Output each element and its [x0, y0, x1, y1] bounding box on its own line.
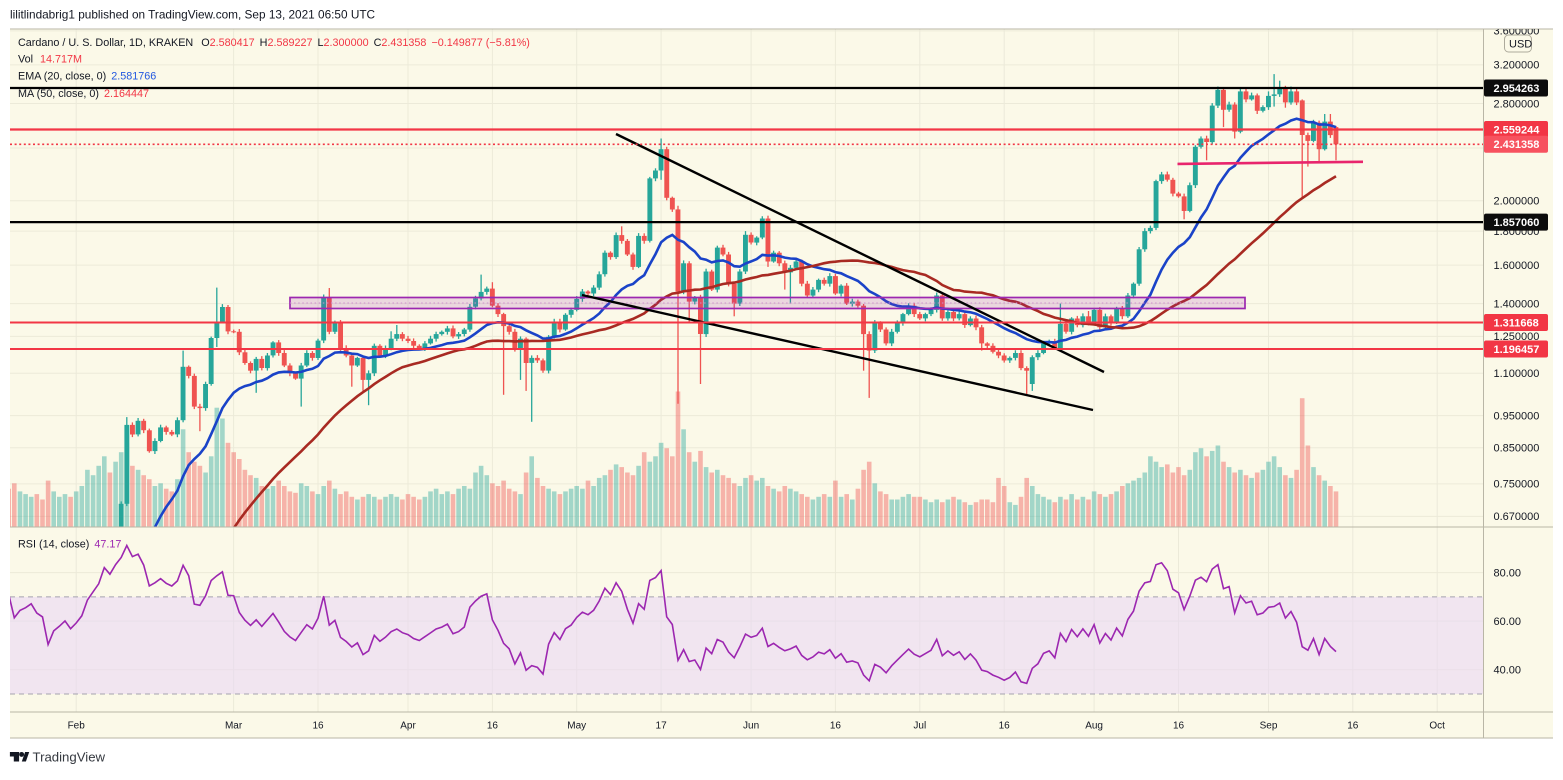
svg-text:2.559244: 2.559244	[1494, 124, 1541, 136]
svg-text:2.954263: 2.954263	[1494, 83, 1540, 95]
svg-text:EMA (20, close, 0) 2.581766: EMA (20, close, 0) 2.581766	[18, 71, 156, 83]
svg-text:Aug: Aug	[1085, 721, 1103, 732]
svg-text:TradingView: TradingView	[33, 750, 106, 765]
svg-text:3.600000: 3.600000	[1494, 26, 1540, 38]
svg-text:Jul: Jul	[913, 721, 926, 732]
svg-text:May: May	[567, 721, 586, 732]
svg-text:1.400000: 1.400000	[1494, 298, 1540, 310]
svg-text:0.750000: 0.750000	[1494, 479, 1540, 491]
svg-text:0.670000: 0.670000	[1494, 511, 1540, 523]
svg-text:0.850000: 0.850000	[1494, 443, 1540, 455]
svg-text:Oct: Oct	[1429, 721, 1445, 732]
svg-text:RSI (14, close) 47.17: RSI (14, close) 47.17	[18, 539, 121, 551]
svg-text:Feb: Feb	[68, 721, 86, 732]
svg-text:16: 16	[830, 721, 842, 732]
svg-text:Jun: Jun	[743, 721, 759, 732]
svg-text:1.600000: 1.600000	[1494, 260, 1540, 272]
svg-text:1.100000: 1.100000	[1494, 368, 1540, 380]
svg-text:lilitlindabrig1 published on T: lilitlindabrig1 published on TradingView…	[10, 8, 376, 22]
svg-text:16: 16	[312, 721, 324, 732]
svg-text:1.311668: 1.311668	[1494, 317, 1539, 329]
svg-text:Apr: Apr	[400, 721, 416, 732]
svg-text:16: 16	[1347, 721, 1359, 732]
svg-text:Vol 14.717M: Vol 14.717M	[18, 54, 82, 66]
svg-text:16: 16	[487, 721, 499, 732]
svg-text:Mar: Mar	[225, 721, 243, 732]
svg-text:17: 17	[656, 721, 668, 732]
svg-text:1.196457: 1.196457	[1494, 344, 1540, 356]
svg-text:0.950000: 0.950000	[1494, 410, 1540, 422]
svg-text:USD: USD	[1509, 39, 1532, 51]
svg-text:2.431358: 2.431358	[1494, 139, 1540, 151]
svg-text:16: 16	[999, 721, 1011, 732]
svg-text:3.200000: 3.200000	[1494, 60, 1540, 72]
svg-text:1.250000: 1.250000	[1494, 331, 1540, 343]
svg-text:1.857060: 1.857060	[1494, 217, 1540, 229]
svg-text:80.00: 80.00	[1494, 567, 1522, 579]
svg-text:2.000000: 2.000000	[1494, 196, 1540, 208]
svg-text:MA (50, close, 0) 2.164447: MA (50, close, 0) 2.164447	[18, 88, 149, 100]
svg-text:Cardano / U. S. Dollar, 1D, KR: Cardano / U. S. Dollar, 1D, KRAKEN O2.580…	[18, 37, 530, 49]
svg-text:40.00: 40.00	[1494, 665, 1522, 677]
svg-text:60.00: 60.00	[1494, 616, 1522, 628]
svg-text:2.800000: 2.800000	[1494, 98, 1540, 110]
svg-text:16: 16	[1173, 721, 1185, 732]
svg-text:Sep: Sep	[1260, 721, 1278, 732]
